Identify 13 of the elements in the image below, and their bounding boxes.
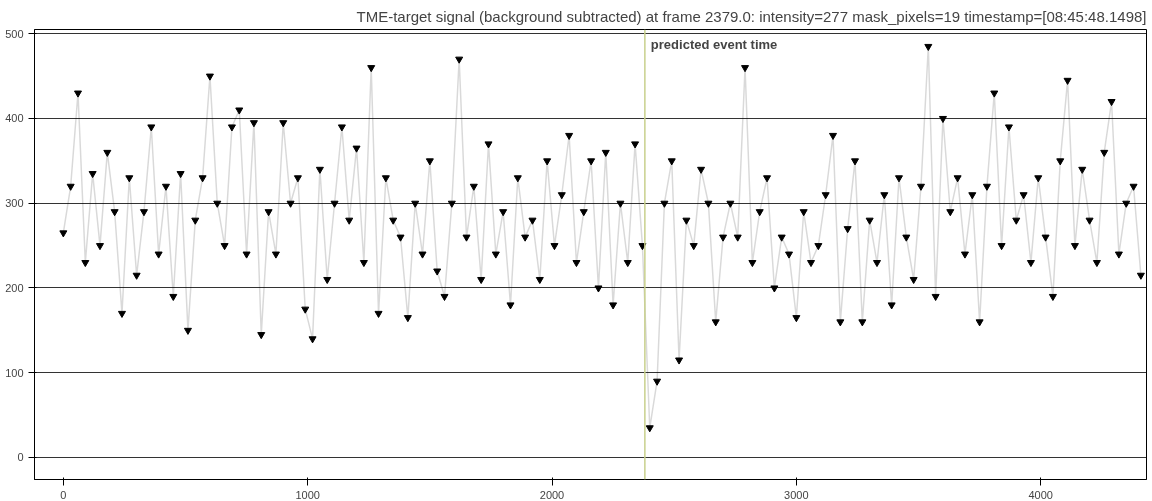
x-tick-label: 3000 bbox=[784, 488, 809, 501]
ref-line-label: predicted event time bbox=[650, 36, 778, 52]
chart-title: TME-target signal (background subtracted) at frame 2379.0: intensity=277 mask_pixels=19 timestamp=[08:45:48.1498] bbox=[356, 7, 1147, 25]
y-tick-label: 300 bbox=[5, 197, 24, 210]
y-tick-label: 500 bbox=[5, 27, 24, 40]
x-tick-label: 2000 bbox=[539, 488, 565, 501]
y-tick-label: 0 bbox=[17, 451, 24, 464]
x-tick-label: 1000 bbox=[295, 488, 320, 501]
y-tick-label: 100 bbox=[5, 366, 24, 379]
y-tick-label: 400 bbox=[5, 112, 24, 125]
x-tick-label: 4000 bbox=[1028, 488, 1053, 501]
x-tick-label: 0 bbox=[60, 488, 67, 501]
y-tick-label: 200 bbox=[5, 281, 24, 294]
